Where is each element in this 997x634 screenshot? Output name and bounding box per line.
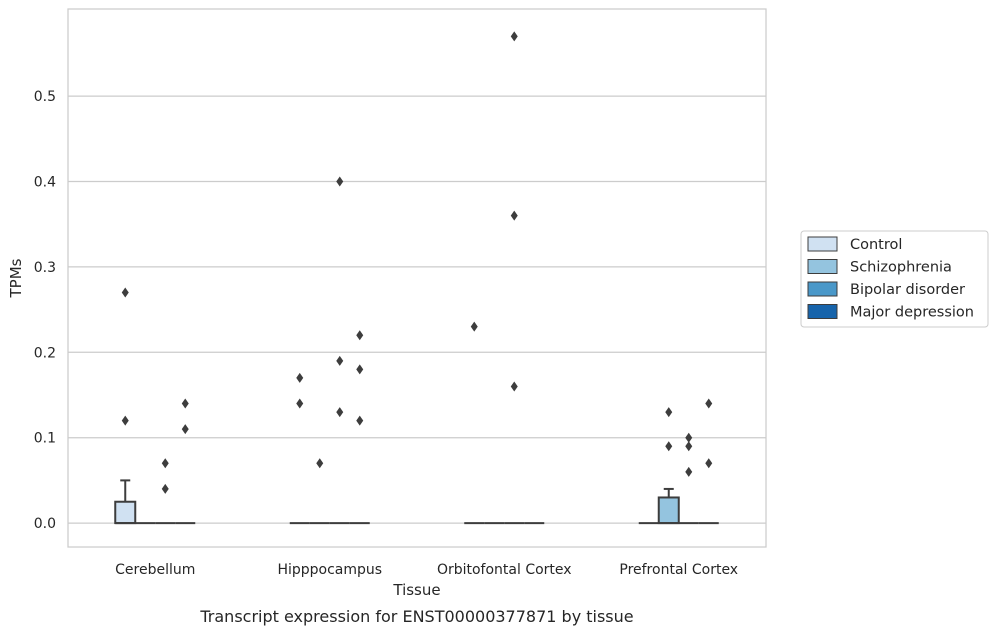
outlier-point: [336, 176, 344, 187]
y-axis-label: TPMs: [7, 258, 25, 298]
y-tick-label: 0.3: [34, 260, 56, 276]
x-axis-label: Tissue: [392, 581, 440, 599]
outlier-point: [470, 321, 478, 332]
outlier-point: [296, 398, 304, 409]
legend-label: Bipolar disorder: [850, 282, 965, 298]
boxes: [114, 479, 719, 525]
legend: Control Schizophrenia Bipolar disorder Majo…: [800, 230, 989, 328]
outlier-point: [510, 210, 518, 221]
outlier-point: [296, 372, 304, 383]
outlier-point: [665, 407, 673, 418]
y-tick-label: 0.2: [34, 345, 56, 361]
legend-frame: [800, 230, 989, 328]
legend-swatch: [807, 304, 838, 319]
y-tick-label: 0.0: [34, 516, 56, 532]
x-tick-label: Orbitofontal Cortex: [437, 562, 572, 578]
outlier-point: [121, 415, 129, 426]
y-axis-ticks: 0.0 0.1 0.2 0.3 0.4 0.5: [34, 89, 56, 532]
x-tick-label: Prefrontal Cortex: [619, 562, 738, 578]
x-axis-ticks: Cerebellum Hipppocampus Orbitofontal Corte…: [115, 562, 738, 578]
outlier-point: [356, 330, 364, 341]
outlier-point: [685, 432, 693, 443]
legend-label: Major depression: [850, 305, 974, 321]
y-tick-label: 0.5: [34, 89, 56, 105]
outlier-point: [121, 287, 129, 298]
outlier-point: [181, 398, 189, 409]
legend-swatch: [807, 281, 838, 297]
x-tick-label: Cerebellum: [115, 562, 195, 578]
legend-label: Control: [850, 237, 902, 253]
box: [657, 496, 680, 525]
legend-swatch: [807, 259, 838, 274]
legend-swatch: [807, 236, 838, 252]
outlier-point: [510, 31, 518, 42]
outlier-point: [685, 441, 693, 452]
outlier-point: [356, 415, 364, 426]
outlier-point: [336, 355, 344, 366]
plot-frame: [67, 8, 767, 548]
outlier-point: [161, 458, 169, 469]
y-tick-label: 0.4: [34, 175, 56, 191]
outlier-point: [356, 364, 364, 375]
outlier-point: [510, 381, 518, 392]
box: [114, 500, 137, 525]
y-tick-label: 0.1: [34, 431, 56, 447]
legend-label: Schizophrenia: [850, 260, 952, 276]
outlier-point: [316, 458, 324, 469]
outlier-point: [705, 398, 713, 409]
outlier-point: [685, 466, 693, 477]
outlier-point: [705, 458, 713, 469]
gridlines: [68, 95, 766, 524]
outlier-point: [336, 407, 344, 418]
outlier-points: [121, 31, 713, 494]
outlier-point: [665, 441, 673, 452]
outlier-point: [181, 424, 189, 435]
x-tick-label: Hipppocampus: [277, 562, 382, 578]
outlier-point: [161, 483, 169, 494]
chart-caption: Transcript expression for ENST0000037787…: [199, 607, 633, 626]
